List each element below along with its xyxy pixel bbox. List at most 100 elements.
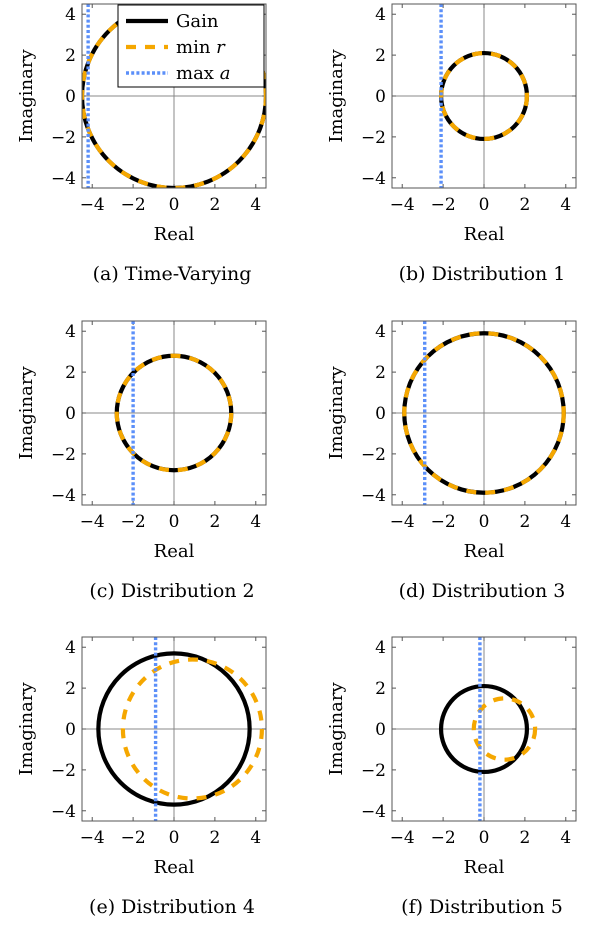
legend-label-word: max	[176, 63, 220, 84]
x-axis-label: Real	[154, 224, 195, 245]
y-tick-label: 0	[65, 87, 76, 107]
y-tick-label: 0	[375, 87, 386, 107]
series-group	[402, 321, 566, 505]
series-gain-circle	[438, 683, 530, 775]
y-tick-label: 4	[65, 322, 76, 342]
x-tick-label: 4	[250, 828, 261, 848]
x-tick-label: 2	[209, 828, 220, 848]
x-tick-label: 0	[169, 828, 180, 848]
x-tick-label: −4	[390, 195, 415, 215]
plot-frame	[391, 3, 577, 189]
y-tick-label: −4	[361, 486, 386, 506]
y-tick-label: −2	[361, 445, 386, 465]
y-axis-label: Imaginary	[16, 49, 37, 143]
y-axis-label: Imaginary	[326, 682, 347, 776]
y-axis-label: Imaginary	[326, 49, 347, 143]
y-tick-label: −2	[51, 445, 76, 465]
y-tick-label: 4	[65, 638, 76, 658]
x-tick-label: −4	[80, 828, 105, 848]
legend-label-word: min	[176, 37, 216, 58]
x-axis-label: Real	[154, 857, 195, 878]
y-tick-label: 4	[375, 638, 386, 658]
y-tick-label: 4	[65, 5, 76, 25]
y-tick-label: −2	[51, 128, 76, 148]
x-tick-label: 0	[479, 195, 490, 215]
x-tick-label: 4	[250, 512, 261, 532]
subfigure-caption: (d) Distribution 3	[399, 580, 566, 602]
series-group	[438, 637, 538, 821]
y-axis-label: Imaginary	[16, 682, 37, 776]
plot-frame	[391, 636, 577, 822]
chart-panel-3: −4 −2 0 2 4 −4 −2 0 2 4 Real Imaginary (c) Distribut…	[16, 320, 267, 602]
chart-panel-5: −4 −2 0 2 4 −4 −2 0 2 4 Real Imaginary (e) Distribut…	[16, 636, 267, 918]
y-tick-label: −4	[361, 802, 386, 822]
subfigure-caption: (b) Distribution 1	[399, 263, 566, 285]
plot-frame	[81, 320, 267, 506]
legend-label-variable: a	[220, 63, 231, 84]
x-tick-label: 0	[479, 512, 490, 532]
y-tick-label: 2	[375, 363, 386, 383]
series-group	[438, 4, 530, 188]
chart-panel-4: −4 −2 0 2 4 −4 −2 0 2 4 Real Imaginary (d) Distribut…	[326, 320, 577, 602]
x-tick-label: 2	[209, 195, 220, 215]
plot-frame	[81, 636, 267, 822]
x-tick-label: 4	[560, 512, 571, 532]
series-min-r-circle	[438, 50, 530, 142]
legend-label-min-r: min r	[176, 37, 226, 58]
series-min-r-circle	[471, 696, 538, 762]
y-axis-label: Imaginary	[326, 366, 347, 460]
y-tick-label: 0	[65, 720, 76, 740]
x-axis-label: Real	[464, 224, 505, 245]
y-axis-label: Imaginary	[16, 366, 37, 460]
x-tick-label: −4	[80, 512, 105, 532]
y-tick-label: 2	[65, 679, 76, 699]
x-tick-label: −2	[431, 828, 456, 848]
y-tick-label: −4	[51, 169, 76, 189]
legend-label-gain: Gain	[176, 11, 219, 32]
y-tick-label: −4	[51, 802, 76, 822]
series-group	[114, 321, 234, 505]
series-gain-circle	[96, 651, 252, 807]
y-tick-label: 2	[375, 46, 386, 66]
y-tick-label: 0	[375, 404, 386, 424]
x-tick-label: −2	[121, 512, 146, 532]
series-min-r-circle	[402, 331, 566, 495]
x-tick-label: 0	[169, 512, 180, 532]
y-tick-label: −2	[51, 761, 76, 781]
series-group	[96, 637, 265, 821]
series-min-r-circle	[120, 657, 265, 801]
y-tick-label: 2	[65, 363, 76, 383]
x-tick-label: 4	[250, 195, 261, 215]
subfigure-caption: (e) Distribution 4	[89, 896, 255, 918]
y-tick-label: 4	[375, 5, 386, 25]
subfigure-caption: (c) Distribution 2	[89, 580, 254, 602]
y-tick-label: −2	[361, 761, 386, 781]
x-tick-label: 4	[560, 828, 571, 848]
chart-panel-6: −4 −2 0 2 4 −4 −2 0 2 4 Real Imaginary (f) Distribut…	[326, 636, 577, 918]
legend-label-max-a: max a	[176, 63, 230, 84]
y-tick-label: 2	[375, 679, 386, 699]
x-tick-label: −2	[121, 195, 146, 215]
y-tick-label: −2	[361, 128, 386, 148]
x-tick-label: 2	[209, 512, 220, 532]
x-axis-label: Real	[464, 857, 505, 878]
x-tick-label: −4	[390, 828, 415, 848]
plot-frame	[81, 3, 267, 189]
x-tick-label: 0	[479, 828, 490, 848]
x-tick-label: 0	[169, 195, 180, 215]
x-tick-label: −4	[390, 512, 415, 532]
x-tick-label: −2	[431, 195, 456, 215]
series-min-r-circle	[114, 353, 234, 473]
y-tick-label: 0	[65, 404, 76, 424]
x-tick-label: 2	[519, 512, 530, 532]
y-tick-label: 2	[65, 46, 76, 66]
x-tick-label: 4	[560, 195, 571, 215]
subfigure-caption: (a) Time-Varying	[93, 263, 252, 285]
x-axis-label: Real	[154, 541, 195, 562]
y-tick-label: 0	[375, 720, 386, 740]
x-axis-label: Real	[464, 541, 505, 562]
chart-panel-1: −4 −2 0 2 4 −4 −2 0 2 4 Real Imaginary (a) Time-Vary…	[16, 3, 267, 285]
x-tick-label: −2	[121, 828, 146, 848]
x-tick-label: 2	[519, 195, 530, 215]
